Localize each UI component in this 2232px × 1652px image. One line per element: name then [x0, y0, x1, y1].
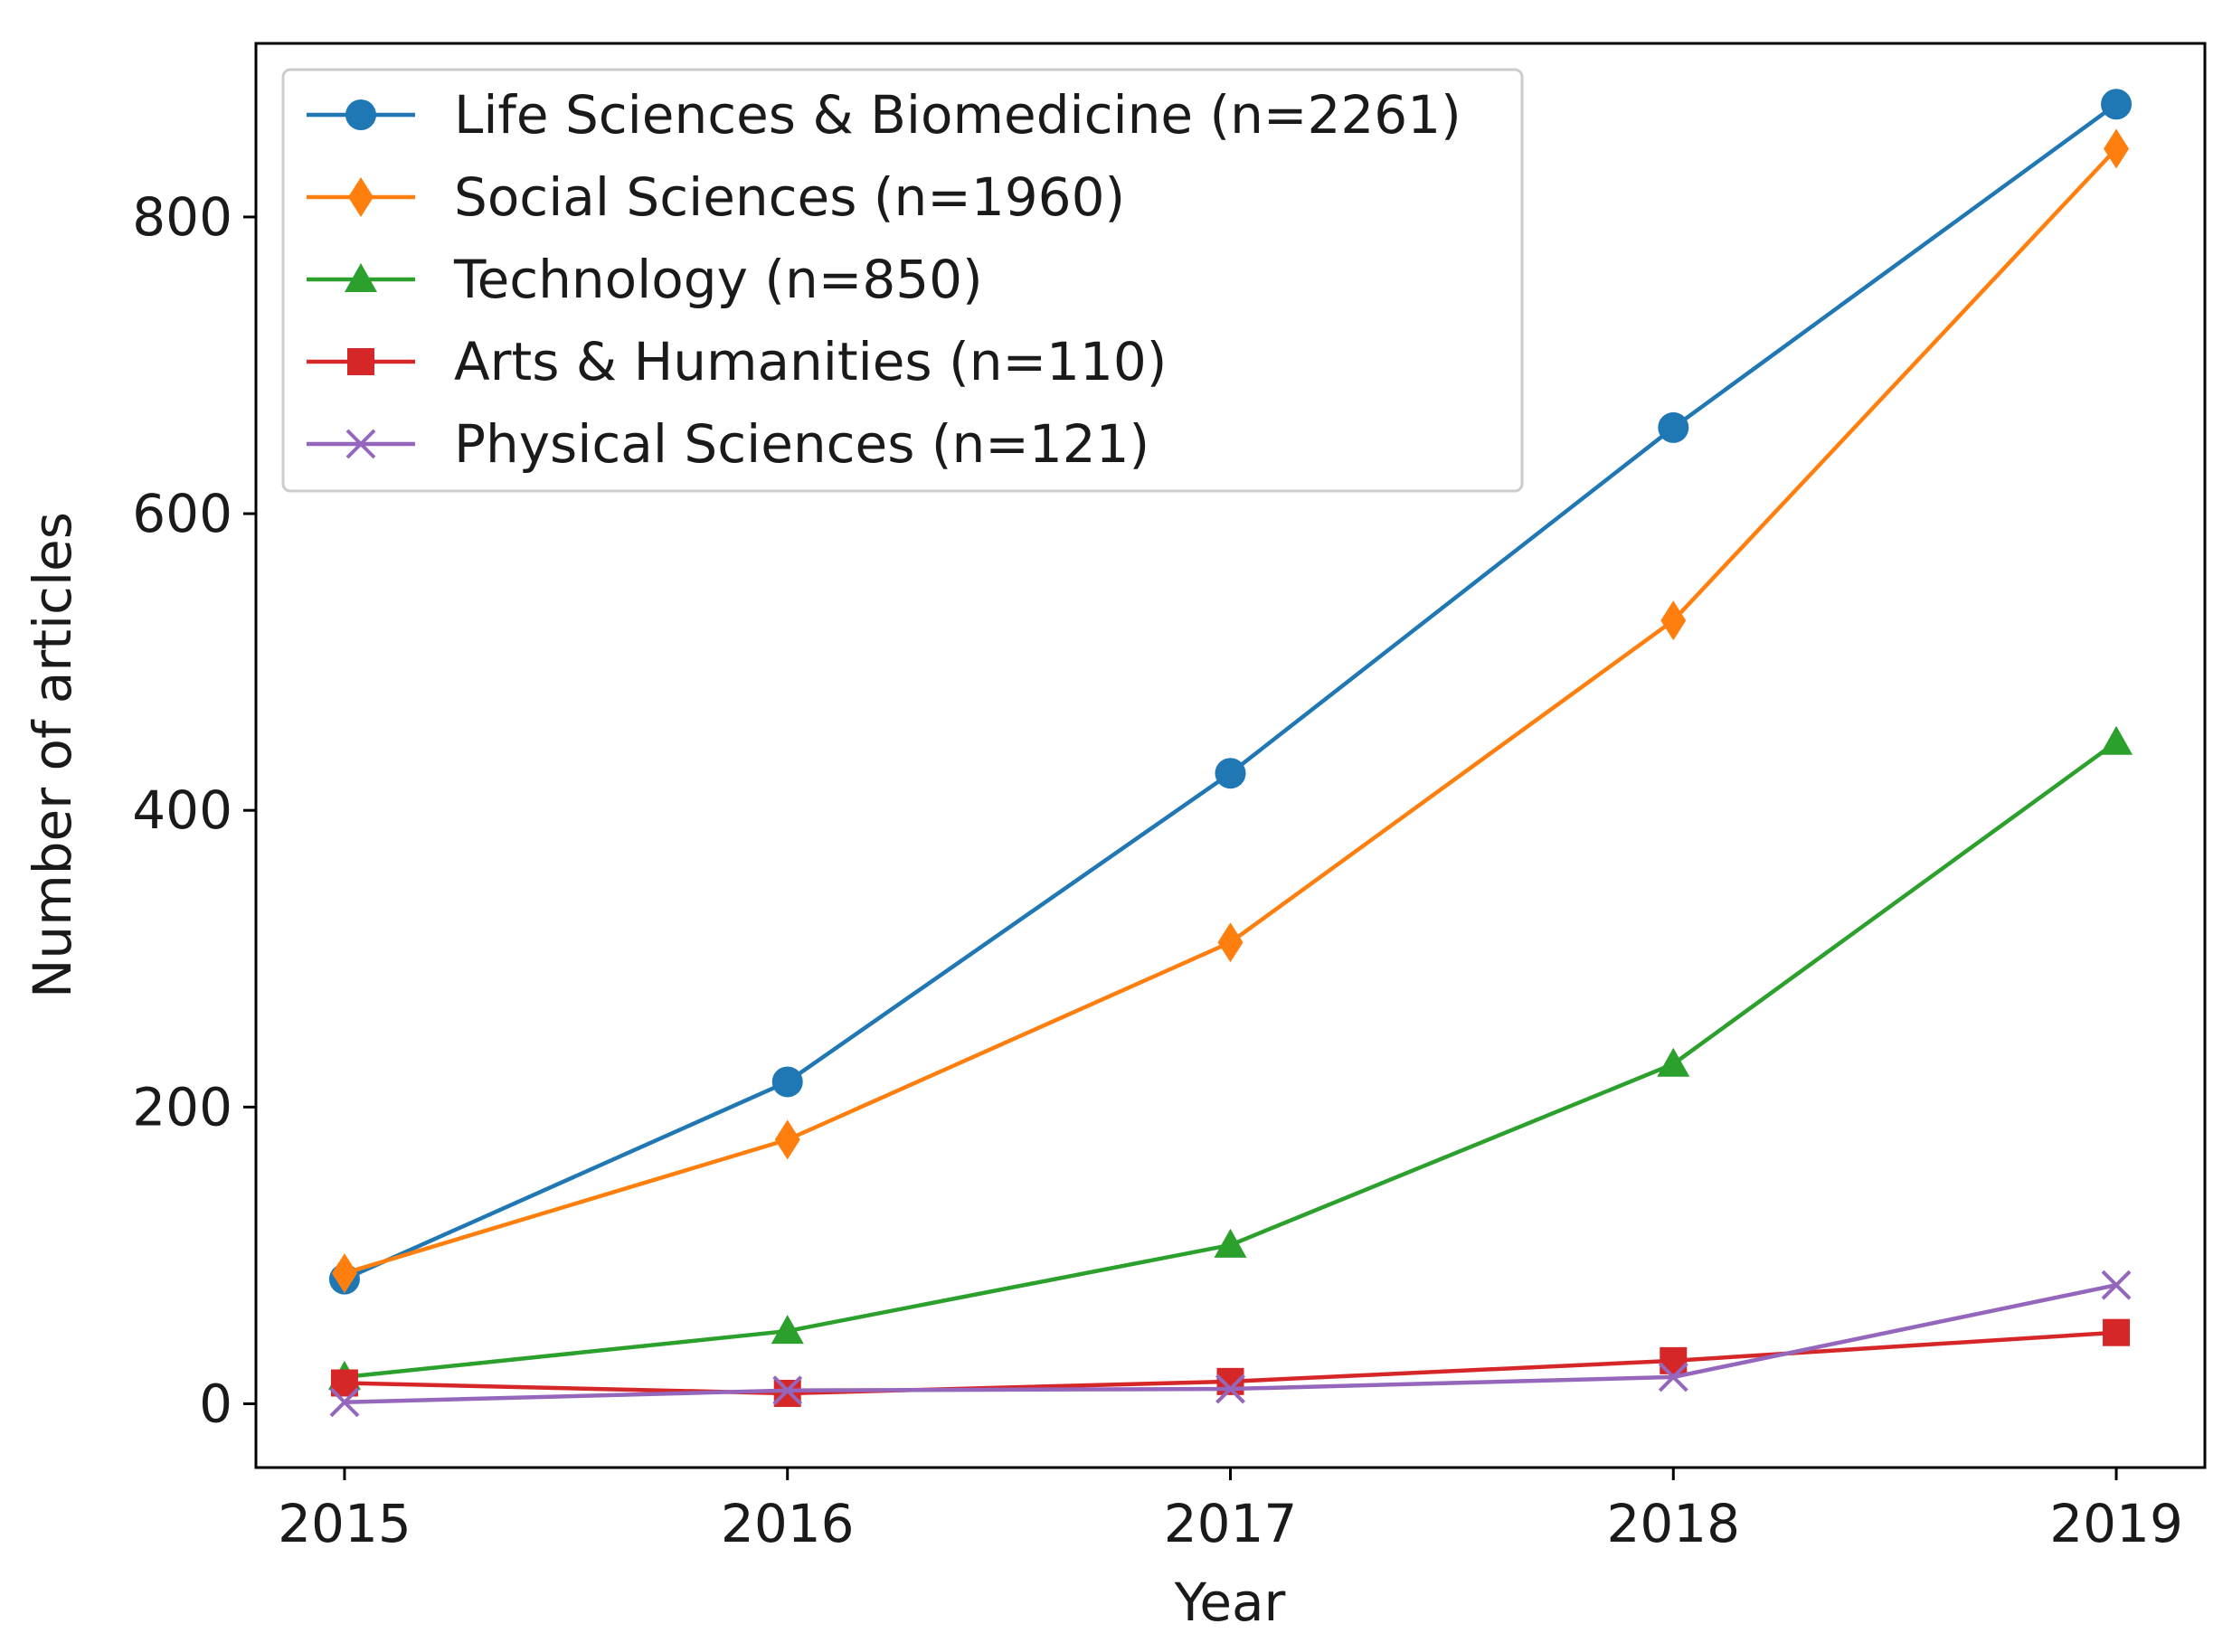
legend-label: Life Sciences & Biomedicine (n=2261) [454, 84, 1461, 146]
data-point [329, 1387, 360, 1418]
y-tick-label: 800 [132, 186, 232, 248]
y-axis-label: Number of articles [22, 512, 83, 998]
data-point [1660, 600, 1687, 641]
data-point [2100, 725, 2133, 755]
legend-label: Technology (n=850) [453, 249, 983, 310]
legend-item: Physical Sciences (n=121) [307, 413, 1149, 475]
y-tick-label: 600 [132, 483, 232, 544]
data-point [331, 1253, 357, 1294]
data-point [1214, 1228, 1247, 1258]
series-4 [330, 1318, 2131, 1407]
legend-marker [348, 177, 374, 217]
data-point [1217, 922, 1244, 963]
data-point [772, 1375, 803, 1406]
data-point [1215, 1374, 1245, 1404]
legend-label: Social Sciences (n=1960) [454, 166, 1125, 228]
data-point [774, 1119, 800, 1160]
series-5 [329, 1270, 2132, 1418]
data-point [2101, 89, 2133, 120]
data-point [773, 1379, 801, 1407]
y-tick-label: 0 [199, 1373, 232, 1434]
y-tick-label: 400 [132, 779, 232, 841]
data-point [1657, 1047, 1690, 1077]
data-point [2103, 1318, 2131, 1346]
legend-label: Arts & Humanities (n=110) [454, 331, 1167, 392]
data-point [1215, 758, 1246, 789]
x-tick-label: 2015 [278, 1493, 411, 1554]
legend-item: Arts & Humanities (n=110) [307, 331, 1167, 392]
data-point [771, 1315, 804, 1345]
legend-marker [345, 429, 376, 459]
x-tick-label: 2016 [721, 1493, 855, 1554]
legend-marker [345, 263, 377, 292]
data-point [1658, 1362, 1688, 1392]
data-point [1660, 1346, 1688, 1374]
x-axis-label: Year [1174, 1572, 1286, 1633]
x-tick-label: 2018 [1606, 1493, 1740, 1554]
x-axis: 2015 2016 2017 2018 2019 [278, 1468, 2183, 1554]
series-layer [327, 89, 2133, 1418]
data-point [771, 1066, 803, 1098]
x-tick-label: 2019 [2049, 1493, 2183, 1554]
x-tick-label: 2017 [1164, 1493, 1298, 1554]
legend-marker [345, 99, 376, 130]
y-axis: 0 200 400 600 800 [132, 186, 256, 1434]
legend-label: Physical Sciences (n=121) [454, 413, 1149, 475]
y-tick-label: 200 [132, 1076, 232, 1138]
legend-item: Social Sciences (n=1960) [307, 166, 1125, 228]
data-point [1658, 411, 1689, 443]
legend: Life Sciences & Biomedicine (n=2261) Soci… [281, 68, 1524, 493]
legend-item: Life Sciences & Biomedicine (n=2261) [307, 84, 1461, 146]
legend-item: Technology (n=850) [307, 249, 983, 310]
data-point [2101, 1270, 2132, 1300]
data-point [2104, 128, 2130, 169]
series-2 [331, 128, 2130, 1294]
legend-marker [347, 348, 374, 375]
legend-frame [281, 68, 1524, 493]
